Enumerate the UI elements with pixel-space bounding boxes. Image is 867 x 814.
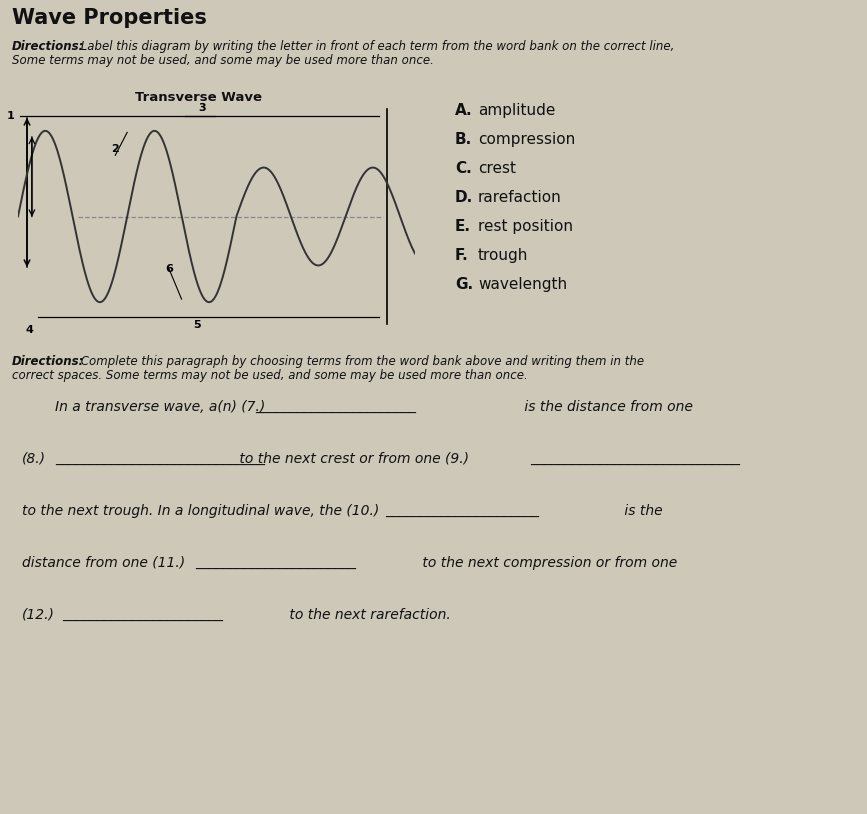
Text: E.: E.: [455, 219, 471, 234]
Text: Wave Properties: Wave Properties: [12, 8, 207, 28]
Text: ______________________: ______________________: [385, 504, 539, 518]
Text: _______________________: _______________________: [195, 556, 356, 570]
Text: _______________________: _______________________: [255, 400, 416, 414]
Text: ______________________________: ______________________________: [55, 452, 265, 466]
Text: to the next rarefaction.: to the next rarefaction.: [285, 608, 451, 622]
Text: D.: D.: [455, 190, 473, 205]
Text: to the next trough. In a longitudinal wave, the (10.): to the next trough. In a longitudinal wa…: [22, 504, 383, 518]
Text: trough: trough: [478, 248, 528, 263]
Text: 2: 2: [111, 144, 119, 154]
Text: B.: B.: [455, 132, 473, 147]
Text: to the next compression or from one: to the next compression or from one: [418, 556, 677, 570]
Text: amplitude: amplitude: [478, 103, 556, 118]
Text: correct spaces. Some terms may not be used, and some may be used more than once.: correct spaces. Some terms may not be us…: [12, 369, 528, 382]
Text: wavelength: wavelength: [478, 277, 567, 292]
Text: Directions:: Directions:: [12, 355, 84, 368]
Text: rest position: rest position: [478, 219, 573, 234]
Text: (8.): (8.): [22, 452, 46, 466]
Text: 4: 4: [26, 325, 34, 335]
Text: Directions:: Directions:: [12, 40, 84, 53]
Text: _______________________: _______________________: [62, 608, 223, 622]
Text: is the: is the: [620, 504, 662, 518]
Text: In a transverse wave, a(n) (7.): In a transverse wave, a(n) (7.): [55, 400, 270, 414]
Text: 5: 5: [192, 320, 200, 330]
Text: Some terms may not be used, and some may be used more than once.: Some terms may not be used, and some may…: [12, 54, 433, 67]
Text: Complete this paragraph by choosing terms from the word bank above and writing t: Complete this paragraph by choosing term…: [77, 355, 644, 368]
Text: is the distance from one: is the distance from one: [520, 400, 693, 414]
Text: Label this diagram by writing the letter in front of each term from the word ban: Label this diagram by writing the letter…: [77, 40, 675, 53]
Text: 3: 3: [199, 103, 206, 113]
Text: C.: C.: [455, 161, 472, 176]
Text: ______________________________: ______________________________: [530, 452, 740, 466]
Text: to the next crest or from one (9.): to the next crest or from one (9.): [235, 452, 473, 466]
Text: (12.): (12.): [22, 608, 55, 622]
Text: 6: 6: [165, 264, 173, 274]
Text: distance from one (11.): distance from one (11.): [22, 556, 190, 570]
Text: crest: crest: [478, 161, 516, 176]
Text: A.: A.: [455, 103, 473, 118]
Text: Transverse Wave: Transverse Wave: [135, 91, 262, 104]
Text: F.: F.: [455, 248, 469, 263]
Text: compression: compression: [478, 132, 575, 147]
Text: rarefaction: rarefaction: [478, 190, 562, 205]
Text: 1: 1: [6, 111, 14, 120]
Text: G.: G.: [455, 277, 473, 292]
